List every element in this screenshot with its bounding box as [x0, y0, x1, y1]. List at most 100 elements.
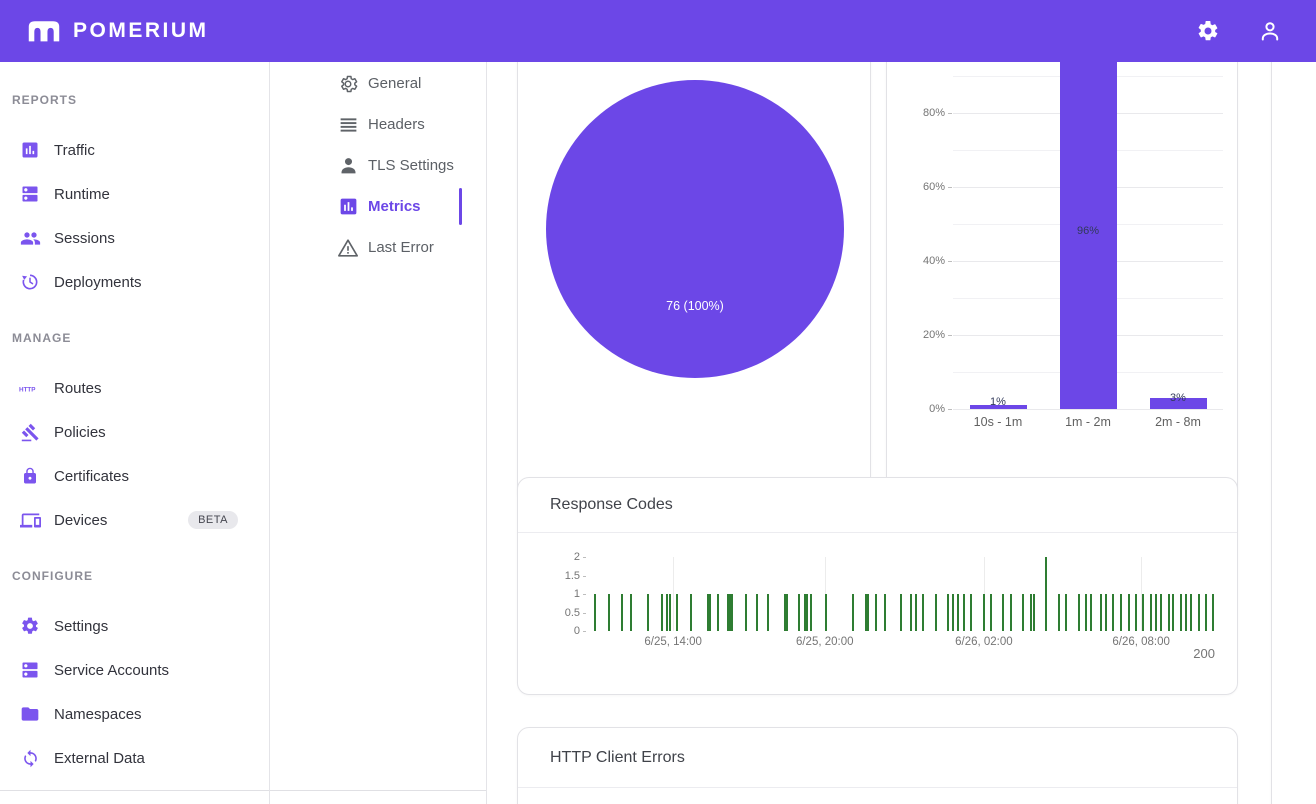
pie-slice-label: 76 (100%): [666, 299, 724, 313]
gavel-icon: [19, 421, 41, 443]
sidebar-item-service-accounts[interactable]: Service Accounts: [0, 648, 269, 692]
y-axis-tick: [948, 187, 952, 188]
response-spike: [1179, 594, 1182, 631]
sidebar-item-sessions[interactable]: Sessions: [0, 216, 269, 260]
lines-icon: [337, 114, 359, 136]
pomerium-aqueduct-icon: [28, 21, 60, 42]
x-axis-category-label: 1m - 2m: [1065, 415, 1111, 429]
response-spike: [1198, 594, 1201, 631]
primary-sidebar: REPORTS Traffic Runtime Sessions Deployments…: [0, 62, 270, 804]
response-spike: [1128, 594, 1131, 631]
subnav-item-last-error[interactable]: Last Error: [270, 227, 486, 268]
response-spike: [1120, 594, 1123, 631]
response-spike: [755, 594, 758, 631]
sidebar-item-label: Certificates: [54, 467, 130, 485]
settings-gear-icon[interactable]: [1196, 19, 1220, 43]
response-spike: [731, 594, 734, 631]
response-spike: [1089, 594, 1092, 631]
gridline: [1141, 557, 1143, 631]
bar-plot-area: 1% 96% 3%: [953, 62, 1223, 410]
response-spike: [786, 594, 789, 631]
http-icon: HTTP: [19, 377, 41, 399]
response-spike: [647, 594, 649, 631]
response-spike: [1077, 594, 1080, 631]
subnav-item-label: Headers: [368, 116, 425, 133]
response-spike: [982, 594, 985, 631]
y-axis-tick-label: 0%: [929, 403, 945, 415]
sidebar-item-devices[interactable]: Devices BETA: [0, 498, 269, 542]
response-spike: [1021, 594, 1024, 631]
response-spike: [797, 594, 800, 631]
response-spike: [962, 594, 965, 631]
response-spike: [1001, 594, 1004, 631]
response-spike: [874, 594, 877, 631]
response-spike: [1167, 594, 1170, 631]
duration-pie-card: 76 (100%): [517, 62, 871, 505]
response-spike: [852, 594, 855, 631]
response-spike: [865, 594, 868, 631]
y-axis-tick: [583, 631, 586, 632]
gridline: [673, 557, 675, 631]
sidebar-item-deployments[interactable]: Deployments: [0, 260, 269, 304]
response-plot-area: [587, 557, 1216, 631]
section-label: REPORTS: [12, 93, 78, 107]
bar-10s-1m: [969, 405, 1027, 409]
response-spike: [806, 594, 809, 631]
y-axis-tick-label: 1.5: [564, 569, 580, 582]
response-spike: [825, 594, 828, 631]
sidebar-item-routes[interactable]: HTTP Routes: [0, 366, 269, 410]
subnav-item-headers[interactable]: Headers: [270, 104, 486, 145]
response-spike: [665, 594, 668, 631]
y-axis-tick-label: 40%: [922, 255, 945, 267]
response-spike: [970, 594, 973, 631]
subnav-item-tls-settings[interactable]: TLS Settings: [270, 145, 486, 186]
subnav-item-label: General: [368, 75, 422, 92]
sidebar-item-policies[interactable]: Policies: [0, 410, 269, 454]
x-axis-tick-label: 6/25, 20:00: [795, 636, 854, 648]
y-axis-tick-label: 1: [573, 588, 580, 600]
sidebar-item-external-data[interactable]: External Data: [0, 736, 269, 780]
x-axis-category-label: 2m - 8m: [1155, 415, 1201, 429]
sidebar-section-reports: REPORTS Traffic Runtime Sessions Deployments: [0, 92, 269, 304]
section-label: MANAGE: [12, 331, 72, 345]
sidebar-item-runtime[interactable]: Runtime: [0, 172, 269, 216]
response-spike: [1135, 594, 1138, 631]
response-spike: [957, 594, 960, 631]
response-spike: [1211, 594, 1214, 631]
account-person-icon[interactable]: [1258, 19, 1282, 43]
pomerium-logo[interactable]: POMERIUM: [26, 18, 209, 44]
response-spike: [1142, 594, 1145, 631]
bar-1m-2m: [1059, 62, 1117, 409]
x-axis-tick-label: 6/25, 14:00: [644, 636, 702, 648]
app-header: POMERIUM: [0, 0, 1316, 62]
x-axis-category-label: 10s - 1m: [973, 415, 1023, 429]
folder-icon: [19, 703, 41, 725]
response-spike: [669, 594, 672, 631]
response-spike: [921, 594, 924, 631]
response-spike: [1172, 594, 1175, 631]
bar-2m-8m: [1149, 397, 1207, 409]
gridline: [953, 409, 1223, 410]
subnav-item-general[interactable]: General: [270, 63, 486, 104]
subnav-item-label: Last Error: [368, 239, 434, 256]
sidebar-item-traffic[interactable]: Traffic: [0, 128, 269, 172]
response-spike: [1065, 594, 1068, 631]
bar-chart-active-icon: [337, 196, 359, 218]
response-spike: [716, 594, 719, 631]
y-axis-tick: [948, 113, 952, 114]
dns-icon: [19, 183, 41, 205]
response-spike: [867, 594, 870, 631]
warning-icon: [337, 237, 359, 259]
subnav-item-metrics[interactable]: Metrics: [270, 186, 486, 227]
response-spike: [784, 594, 787, 631]
bar-chart-icon: [19, 139, 41, 161]
response-spike: [1160, 594, 1163, 631]
response-spike: [675, 594, 678, 631]
response-spike: [1155, 594, 1158, 631]
sidebar-item-certificates[interactable]: Certificates: [0, 454, 269, 498]
sidebar-item-label: Policies: [54, 423, 106, 441]
sidebar-item-namespaces[interactable]: Namespaces: [0, 692, 269, 736]
sidebar-item-settings[interactable]: Settings: [0, 604, 269, 648]
response-spike: [989, 594, 992, 631]
gear-icon: [19, 615, 41, 637]
